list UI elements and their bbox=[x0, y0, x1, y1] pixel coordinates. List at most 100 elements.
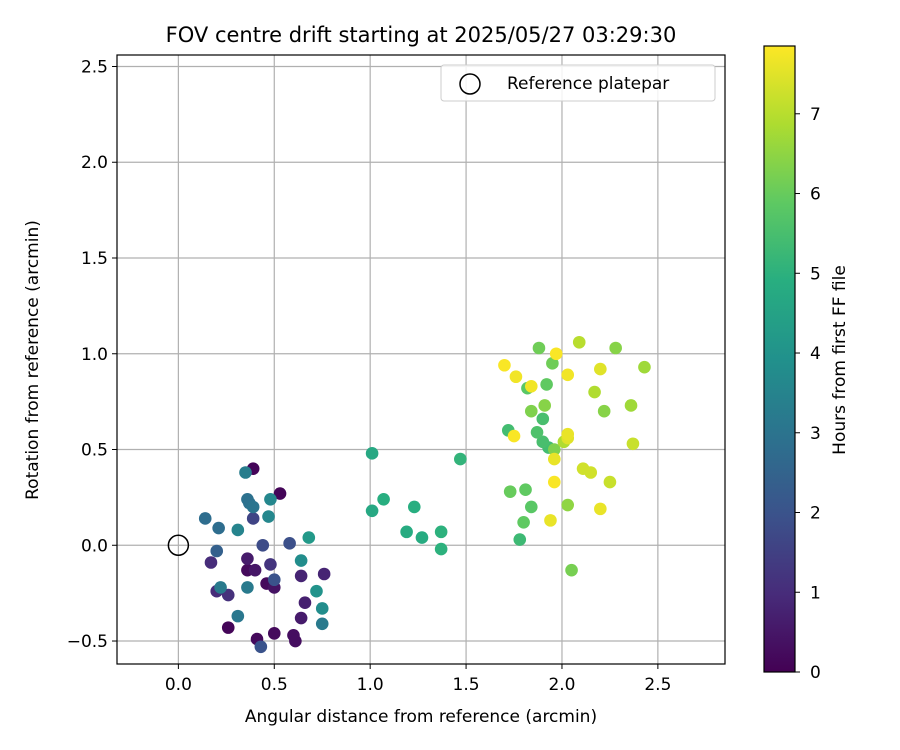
data-point bbox=[544, 514, 557, 527]
data-point bbox=[256, 538, 270, 552]
x-tick-label: 2.5 bbox=[644, 675, 671, 695]
data-point bbox=[547, 452, 561, 466]
y-tick-label: 1.0 bbox=[81, 345, 108, 365]
data-point bbox=[524, 500, 538, 514]
data-point bbox=[434, 542, 448, 556]
colorbar-tick-label: 3 bbox=[810, 424, 821, 444]
data-point bbox=[536, 412, 550, 426]
data-point bbox=[214, 581, 227, 594]
data-point bbox=[315, 602, 329, 615]
data-point bbox=[565, 563, 578, 577]
colorbar-tick-label: 5 bbox=[810, 264, 821, 284]
colorbar-tick-label: 0 bbox=[810, 663, 821, 683]
data-point bbox=[407, 500, 421, 514]
data-point bbox=[594, 362, 607, 376]
data-point bbox=[509, 370, 523, 384]
chart-title: FOV centre drift starting at 2025/05/27 … bbox=[166, 23, 677, 47]
data-point bbox=[264, 558, 277, 571]
y-tick-label: 0.0 bbox=[81, 536, 108, 556]
data-point bbox=[204, 556, 218, 569]
data-point bbox=[400, 525, 413, 539]
data-point bbox=[241, 581, 254, 594]
data-point bbox=[549, 347, 563, 361]
data-point bbox=[603, 475, 617, 489]
data-point bbox=[221, 588, 235, 602]
data-point bbox=[513, 533, 527, 546]
y-tick-label: −0.5 bbox=[67, 632, 108, 652]
data-point bbox=[365, 504, 379, 518]
data-point bbox=[517, 515, 530, 529]
data-point bbox=[294, 554, 308, 567]
data-point bbox=[254, 640, 268, 654]
x-axis-ticks: 0.0 0.5 1.0 1.5 2.0 2.5 bbox=[165, 664, 671, 695]
data-point bbox=[454, 452, 467, 466]
legend-label: Reference platepar bbox=[507, 74, 669, 94]
data-point bbox=[434, 525, 448, 539]
data-point bbox=[310, 584, 323, 598]
data-point bbox=[264, 493, 277, 506]
y-tick-label: 2.0 bbox=[81, 153, 108, 173]
data-point bbox=[638, 360, 651, 374]
x-tick-label: 1.0 bbox=[357, 675, 384, 695]
data-point bbox=[246, 500, 260, 514]
data-point bbox=[365, 447, 379, 460]
data-point bbox=[267, 573, 281, 587]
data-point bbox=[561, 427, 575, 441]
data-point bbox=[241, 552, 254, 565]
data-point bbox=[561, 368, 575, 382]
data-point bbox=[532, 341, 546, 355]
data-point bbox=[315, 617, 329, 631]
data-point bbox=[524, 380, 538, 393]
data-point bbox=[283, 537, 296, 550]
y-tick-label: 1.5 bbox=[81, 249, 108, 269]
colorbar-label: Hours from first FF file bbox=[830, 265, 850, 455]
x-tick-label: 0.5 bbox=[261, 675, 288, 695]
data-point bbox=[415, 531, 429, 544]
colorbar-tick-label: 7 bbox=[810, 105, 821, 125]
data-point bbox=[267, 627, 281, 640]
data-point bbox=[317, 567, 331, 581]
colorbar-tick-label: 1 bbox=[810, 583, 821, 603]
data-points bbox=[167, 335, 651, 654]
data-point bbox=[221, 621, 235, 634]
legend-box bbox=[440, 64, 716, 102]
data-point bbox=[231, 523, 245, 537]
data-point bbox=[546, 357, 559, 370]
data-point bbox=[273, 487, 287, 500]
data-point bbox=[248, 563, 262, 577]
data-point bbox=[561, 498, 575, 512]
data-point bbox=[547, 443, 561, 456]
data-point bbox=[503, 485, 517, 498]
data-point bbox=[302, 531, 316, 544]
data-point bbox=[572, 335, 586, 349]
data-point bbox=[246, 512, 260, 525]
legend: Reference platepar bbox=[440, 64, 716, 102]
data-point bbox=[536, 435, 550, 449]
x-tick-label: 1.5 bbox=[453, 675, 480, 695]
data-point bbox=[377, 493, 390, 506]
data-point bbox=[498, 358, 511, 372]
colorbar: 0 1 2 3 4 5 6 7 Hours from first FF file bbox=[763, 45, 850, 683]
reference-point-marker bbox=[167, 534, 190, 557]
y-tick-label: 2.5 bbox=[81, 57, 108, 77]
x-tick-label: 2.0 bbox=[548, 675, 575, 695]
data-point bbox=[594, 502, 607, 516]
data-point bbox=[198, 512, 212, 525]
data-point bbox=[547, 475, 561, 489]
data-point bbox=[289, 634, 302, 648]
y-axis-label: Rotation from reference (arcmin) bbox=[23, 220, 43, 500]
colorbar-tick-label: 6 bbox=[810, 185, 821, 205]
colorbar-gradient bbox=[763, 45, 796, 673]
data-point bbox=[262, 510, 275, 523]
data-point bbox=[609, 341, 622, 355]
data-point bbox=[507, 429, 521, 443]
data-point bbox=[212, 521, 225, 535]
x-axis-label: Angular distance from reference (arcmin) bbox=[245, 707, 597, 727]
grid-lines bbox=[117, 55, 725, 664]
data-point bbox=[239, 466, 252, 479]
data-point bbox=[576, 462, 590, 475]
data-point bbox=[530, 425, 544, 439]
data-point bbox=[588, 385, 601, 399]
data-point bbox=[210, 544, 224, 558]
